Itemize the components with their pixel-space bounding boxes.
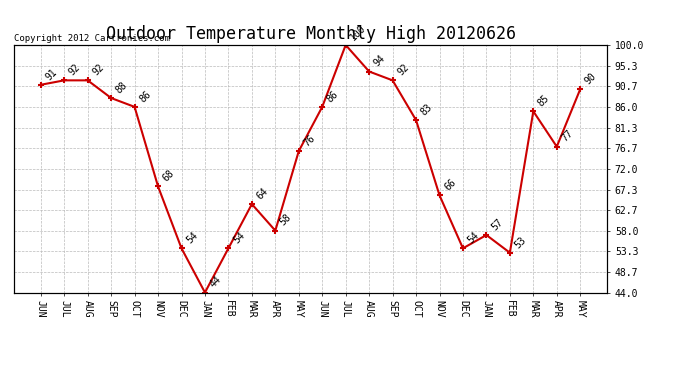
Text: 68: 68 — [161, 168, 176, 184]
Text: 83: 83 — [419, 102, 434, 117]
Title: Outdoor Temperature Monthly High 20120626: Outdoor Temperature Monthly High 2012062… — [106, 26, 515, 44]
Text: 64: 64 — [255, 186, 270, 201]
Text: 92: 92 — [395, 62, 411, 78]
Text: 76: 76 — [302, 133, 317, 148]
Text: 54: 54 — [231, 230, 246, 246]
Text: 66: 66 — [442, 177, 457, 192]
Text: 54: 54 — [466, 230, 481, 246]
Text: 92: 92 — [90, 62, 106, 78]
Text: 77: 77 — [560, 129, 575, 144]
Text: 88: 88 — [114, 80, 129, 95]
Text: 53: 53 — [513, 235, 528, 250]
Text: 44: 44 — [208, 274, 223, 290]
Text: Copyright 2012 Cartronics.com: Copyright 2012 Cartronics.com — [14, 33, 170, 42]
Text: 86: 86 — [325, 89, 340, 104]
Text: 90: 90 — [583, 71, 598, 86]
Text: 100: 100 — [348, 23, 368, 42]
Text: 86: 86 — [137, 89, 152, 104]
Text: 85: 85 — [536, 93, 551, 108]
Text: 91: 91 — [43, 67, 59, 82]
Text: 92: 92 — [67, 62, 82, 78]
Text: 54: 54 — [184, 230, 199, 246]
Text: 58: 58 — [278, 213, 293, 228]
Text: 94: 94 — [372, 53, 387, 69]
Text: 57: 57 — [489, 217, 504, 232]
